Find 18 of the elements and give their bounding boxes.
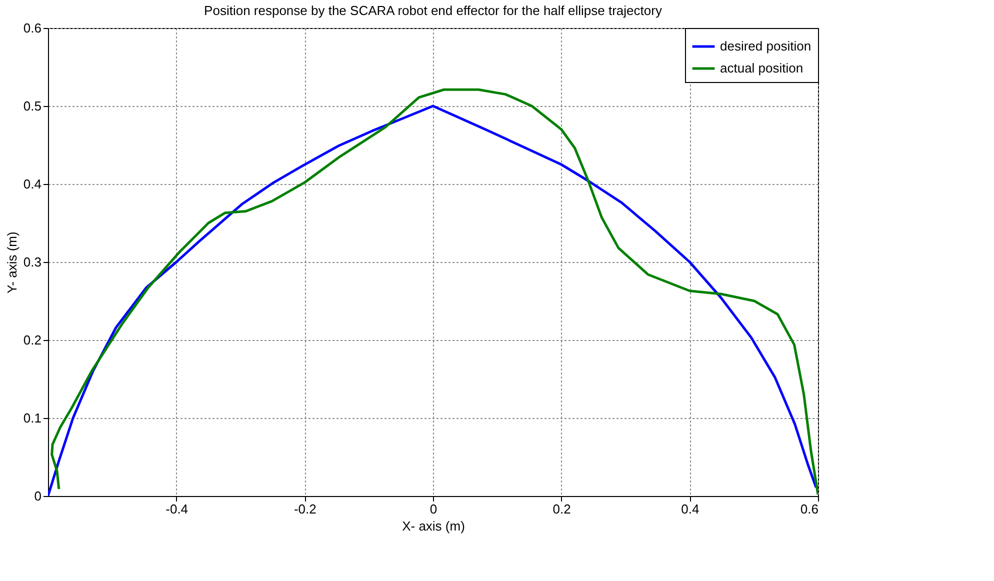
- x-axis-title: X- axis (m): [402, 518, 465, 534]
- x-tick-label: -0.2: [294, 502, 316, 516]
- y-tick-label: 0.3: [23, 254, 42, 270]
- y-tick-label: 0.1: [23, 410, 42, 426]
- x-tick-label: -0.4: [166, 502, 188, 516]
- y-axis-title: Y- axis (m): [4, 232, 20, 294]
- x-tick-label: 0.4: [681, 502, 700, 516]
- y-tick-label: 0.5: [23, 98, 42, 114]
- x-tick-label: 0.6: [800, 502, 818, 516]
- x-tick-label: 0.2: [552, 502, 571, 516]
- y-tick-label: 0.2: [23, 332, 42, 348]
- legend-label: actual position: [720, 60, 804, 76]
- x-tick-label: 0: [430, 502, 438, 516]
- legend-label: desired position: [720, 38, 812, 54]
- y-tick-label: 0: [34, 488, 42, 504]
- y-tick-label: 0.6: [23, 20, 42, 36]
- y-tick-label: 0.4: [23, 176, 42, 192]
- chart-title: Position response by the SCARA robot end effector for the half ellipse trajectory: [204, 3, 662, 18]
